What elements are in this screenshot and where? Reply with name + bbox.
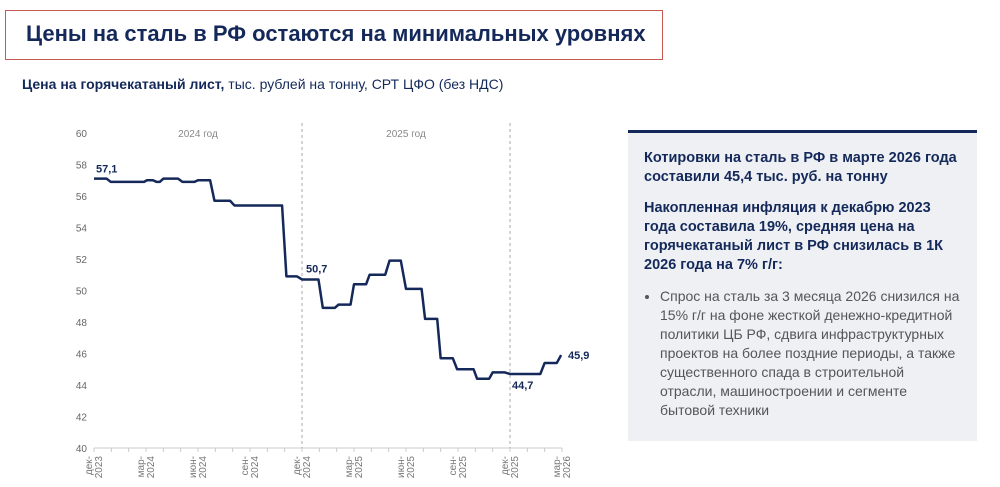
data-label: 57,1	[96, 164, 117, 176]
x-tick-label: дек-2023	[84, 456, 105, 479]
data-label: 50,7	[306, 263, 327, 275]
x-tick-label: сен-2025	[448, 456, 469, 479]
x-tick-label: дек-2025	[500, 456, 521, 479]
chart-subtitle-units: тыс. рублей на тонну, СРТ ЦФО (без НДС)	[224, 76, 504, 92]
x-tick-label: дек-2024	[292, 456, 313, 479]
price-chart: 40 42 44 46 48 50 52 54 56 58 60 2024 год 2025 год де…	[76, 123, 589, 479]
y-tick-label: 54	[76, 224, 88, 235]
y-tick-label: 44	[76, 381, 88, 392]
title-box: Цены на сталь в РФ остаются на минимальн…	[5, 10, 663, 60]
x-tick-label: июн-2025	[396, 456, 417, 479]
chart-subtitle-bold: Цена на горячекатаный лист,	[22, 76, 225, 92]
headline-inflation: Накопленная инфляция к декабрю 2023 года…	[644, 200, 944, 273]
year-label: 2025 год	[386, 129, 426, 140]
y-tick-label: 58	[76, 161, 88, 172]
x-tick-label: мар-2024	[136, 456, 157, 479]
y-tick-label: 48	[76, 318, 88, 329]
y-tick-label: 50	[76, 287, 88, 298]
bullet-demand: Спрос на сталь за 3 месяца 2026 снизился…	[660, 287, 963, 420]
data-label: 45,9	[568, 350, 589, 362]
x-tick-label: июн-2024	[188, 456, 209, 479]
commentary-panel: Котировки на сталь в РФ в марте 2026 год…	[628, 130, 977, 441]
x-tick-label: мар-2026	[552, 456, 573, 479]
chart-subtitle: Цена на горячекатаный лист, тыс. рублей …	[22, 76, 503, 92]
y-tick-label: 52	[76, 255, 88, 266]
price-line	[94, 177, 563, 380]
year-label: 2024 год	[178, 129, 218, 140]
y-tick-label: 60	[76, 129, 88, 140]
y-tick-label: 40	[76, 444, 88, 455]
page-title: Цены на сталь в РФ остаются на минимальн…	[26, 21, 646, 46]
y-tick-label: 46	[76, 350, 88, 361]
headline-price: Котировки на сталь в РФ в марте 2026 год…	[644, 150, 957, 185]
y-tick-label: 42	[76, 413, 88, 424]
x-tick-label: сен-2024	[240, 456, 261, 479]
data-label: 44,7	[512, 380, 533, 392]
x-tick-label: мар-2025	[344, 456, 365, 479]
y-tick-label: 56	[76, 192, 88, 203]
